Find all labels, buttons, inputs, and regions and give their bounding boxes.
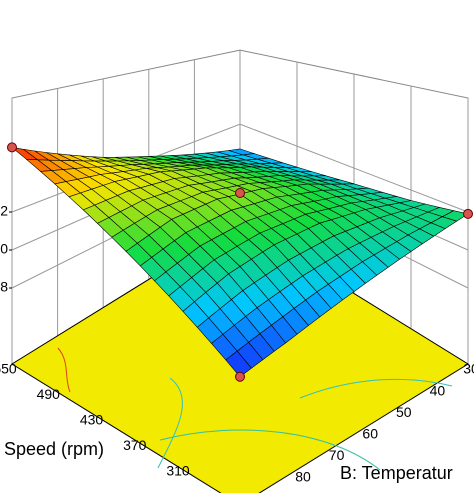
floor-contour — [159, 429, 381, 471]
design-point — [235, 188, 245, 198]
y-tick-label: 50 — [396, 404, 412, 420]
y-tick-label: 80 — [295, 469, 311, 485]
z-tick-label: 8 — [0, 279, 8, 295]
x-tick-label: 310 — [166, 463, 190, 479]
z-tick-label: 12 — [0, 203, 8, 219]
design-point — [7, 142, 17, 153]
design-point — [463, 208, 473, 219]
design-point — [235, 371, 245, 382]
design-points — [7, 142, 473, 382]
x-tick-label: 430 — [80, 412, 104, 428]
y-axis-title: B: Temperatur — [340, 463, 453, 483]
floor-contour — [299, 378, 453, 399]
surface — [11, 147, 469, 378]
labels: Speed (rpm) B: Temperatur 8 10 12 310 370 430… — [0, 203, 474, 485]
x-tick-label: 550 — [0, 361, 17, 377]
y-tick-label: 60 — [362, 426, 378, 442]
floor-contour — [57, 347, 71, 393]
z-tick-label: 10 — [0, 241, 8, 257]
x-axis-title: Speed (rpm) — [4, 439, 104, 459]
floor-contour — [157, 377, 183, 469]
x-tick-label: 370 — [123, 437, 147, 453]
y-tick-label: 40 — [430, 382, 446, 398]
x-tick-label: 490 — [37, 386, 61, 402]
y-tick-label: 70 — [329, 447, 345, 463]
y-tick-label: 30 — [463, 361, 474, 377]
